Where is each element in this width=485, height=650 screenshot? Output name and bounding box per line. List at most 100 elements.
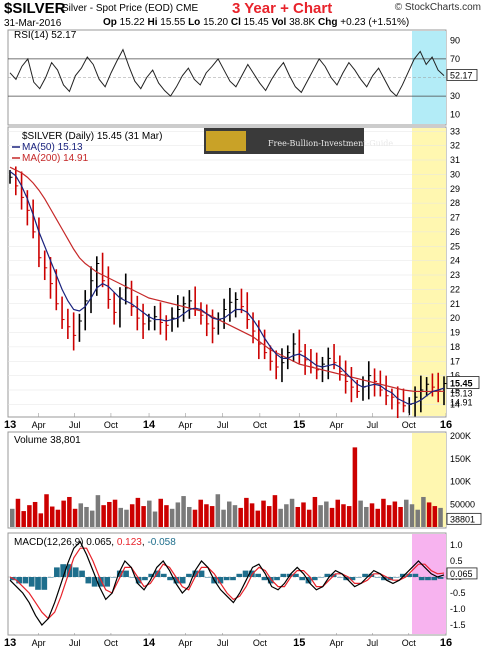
volume-bar [421,496,426,527]
price-tick-label: 27 [450,213,460,223]
volume-bar [181,496,186,527]
macd-histogram-bar [47,577,54,578]
macd-histogram-bar [60,564,67,577]
macd-histogram-bar [72,567,79,577]
macd-histogram-bar [129,577,136,578]
rsi-legend: RSI(14) 52.17 [14,30,77,41]
volume-bar [158,498,163,527]
macd-histogram-bar [418,577,425,581]
volume-bar [49,506,55,527]
volume-bar [209,506,215,527]
macd-histogram-bar [179,577,186,584]
price-tick-label: 33 [450,126,460,136]
price-tick-label: 14 [450,399,460,409]
macd-histogram-bar [123,570,129,577]
macd-histogram-bar [324,573,331,577]
volume-last-label: 38801 [450,514,475,524]
volume-bar [312,496,318,527]
macd-recent-highlight [412,534,446,634]
volume-bar [10,508,15,527]
volume-bar [346,506,352,527]
macd-tick-label: 1.0 [450,540,463,550]
volume-bar [84,506,89,527]
ma50-line [9,171,445,406]
volume-bar [118,507,124,527]
price-tick-label: 16 [450,371,460,381]
macd-x-axis-label: 14 [143,637,156,649]
symbol-label: $SILVER [4,0,66,17]
volume-bar [272,495,278,527]
volume-bar [306,509,312,527]
stockcharts-credit[interactable]: © StockCharts.com [394,2,481,13]
price-tick-label: 26 [450,227,460,237]
volume-bar [112,499,118,527]
rsi-line [9,48,445,97]
volume-bar [255,510,261,527]
macd-histogram-bar [267,577,274,584]
price-recent-highlight [412,128,446,416]
macd-histogram-bar [198,570,205,577]
macd-x-axis-label: Jul [367,638,379,648]
volume-bar [426,502,432,527]
volume-bar [61,500,66,527]
price-tick-label: 15 [450,385,460,395]
price-tick-label: 22 [450,284,460,294]
watermark-text: Free-Bullion-Investment-Guide [268,139,393,148]
ma200-price-label: 14.91 [450,398,473,408]
price-tick-label: 30 [450,169,460,179]
volume-bar [164,505,169,527]
ma200-line [9,166,445,393]
macd-histogram-bar [280,573,287,577]
price-tick-label: 21 [450,299,460,309]
volume-bar [404,499,409,527]
price-tick-label: 23 [450,270,460,280]
price-tick-label: 17 [450,356,460,366]
macd-histogram-bar [431,577,438,581]
volume-bar [169,508,175,527]
macd-histogram-bar [204,577,211,578]
macd-histogram-bar [98,577,104,587]
price-x-axis-label: Apr [32,420,46,430]
macd-histogram-bar [135,577,142,584]
volume-bar [244,497,249,527]
macd-histogram-bar [22,577,29,584]
volume-bar [192,509,198,527]
rsi-last-value: 52.17 [450,70,473,80]
macd-histogram-bar [299,577,306,581]
macd-x-axis-label: 15 [293,637,305,649]
volume-bar [289,498,295,527]
volume-bar [266,506,272,527]
macd-histogram-bar [399,573,406,577]
volume-bar [249,503,255,527]
volume-bar [187,506,192,527]
price-x-axis-label: Oct [402,420,417,430]
price-tick-label: 29 [450,184,460,194]
price-x-axis-label: Apr [178,420,192,430]
macd-histogram-bar [412,573,419,577]
macd-x-axis-label: Jul [69,638,81,648]
rsi-tick-label: 70 [450,54,460,64]
price-tick-label: 28 [450,198,460,208]
volume-bar [175,502,181,527]
volume-bar [95,495,101,527]
macd-signal-line [9,547,445,620]
macd-last-box [446,567,478,580]
macd-histogram-bar [28,577,35,587]
volume-bar [409,504,415,527]
volume-bar [358,500,363,527]
volume-bar [381,498,386,527]
volume-bar [135,497,141,527]
macd-histogram-bar [148,573,155,577]
volume-bar [432,506,438,527]
volume-bar [32,501,38,527]
macd-histogram-bar [337,577,343,578]
macd-tick-label: -1.5 [450,620,466,630]
macd-x-axis-label: Oct [104,638,119,648]
volume-bar [375,508,380,527]
macd-histogram-bar [362,573,368,577]
volume-bar [44,494,49,527]
volume-bar [324,501,329,527]
volume-bar [78,503,84,527]
volume-bar [238,507,243,527]
volume-bar [204,504,209,527]
